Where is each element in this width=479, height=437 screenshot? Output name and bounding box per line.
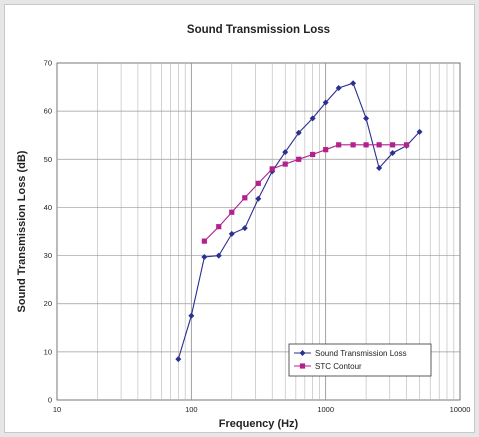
stc-point [201,238,207,244]
stl-point [241,225,248,232]
y-tick-label: 50 [44,155,52,164]
stl-point [322,99,329,106]
series-layer [175,80,423,363]
stc-point [336,142,342,148]
stc-point [363,142,369,148]
y-tick-label: 10 [44,347,52,356]
x-tick-label: 100 [185,405,198,414]
stl-point [175,356,182,363]
y-tick-label: 30 [44,251,52,260]
stc-point [255,180,261,186]
stc-point [403,142,410,148]
y-tick-label: 40 [44,203,52,212]
legend-label-stl: Sound Transmission Loss [315,349,407,358]
stl-point [350,80,357,87]
stc-point [242,195,248,201]
stc-point [323,147,329,153]
y-tick-label: 60 [44,107,52,116]
legend: Sound Transmission Loss STC Contour [288,343,432,377]
stc-point [376,142,382,148]
y-tick-label: 0 [48,396,52,405]
x-tick-label: 10 [53,405,61,414]
x-tick-label: 10000 [450,405,471,414]
legend-marker-diamond [299,350,306,356]
stc-point [296,156,302,162]
y-tick-label: 70 [44,59,52,68]
legend-label-stc: STC Contour [315,362,362,371]
stc-point [229,209,235,215]
stc-point [269,166,275,172]
stl-point [335,85,342,92]
series-stc-contour [201,142,410,244]
x-axis-title: Frequency (Hz) [219,418,299,430]
stl-point [188,312,195,319]
y-tick-label: 20 [44,299,52,308]
legend-marker-square [299,363,306,369]
stl-point [376,164,383,171]
stc-line [204,144,407,242]
chart-frame: 0 10 20 30 40 50 60 70 10 100 1000 10000 Sound Tran… [4,4,475,433]
stc-point [390,142,396,148]
stc-point [350,142,356,148]
x-tick-label: 1000 [317,405,334,414]
stl-point [363,115,370,122]
stl-point [228,230,235,237]
stc-point [282,161,288,167]
stc-point [216,224,222,230]
stl-point [416,128,423,135]
legend-box [288,343,432,377]
chart-title: Sound Transmission Loss [187,24,330,36]
stl-point [295,129,302,136]
stl-point [282,149,289,156]
y-axis-title: Sound Transmission Loss (dB) [16,150,28,312]
stl-point [309,115,316,122]
stl-point [389,150,396,157]
stl-point [201,254,208,261]
stl-point [215,252,222,259]
stc-point [310,151,316,158]
